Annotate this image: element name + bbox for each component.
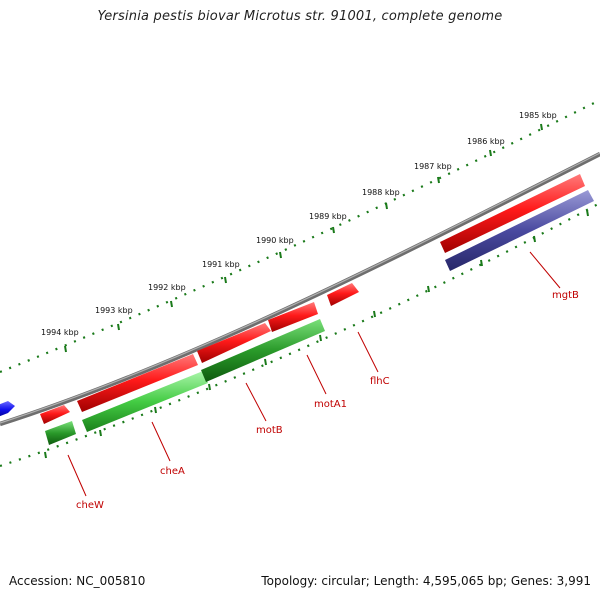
tick-label: 1985 kbp — [519, 111, 557, 120]
gene-label-mgtB: mgtB — [552, 290, 579, 301]
tick-label: 1986 kbp — [467, 137, 505, 146]
gene-mgtB — [445, 190, 594, 271]
gene-label-motA1: motA1 — [314, 399, 347, 410]
gene-labels: cheW cheA motB motA1 flhC mgtB — [76, 290, 579, 511]
gene-label-motB: motB — [256, 425, 283, 436]
accession-text: Accession: NC_005810 — [9, 574, 146, 588]
tick-label: 1994 kbp — [41, 328, 79, 337]
gene-motB-partner — [197, 323, 271, 363]
tick-label: 1992 kbp — [148, 283, 186, 292]
reverse-genes — [45, 190, 594, 445]
inner-major-ticks — [44, 209, 589, 459]
tick-label: 1988 kbp — [362, 188, 400, 197]
gene-motB — [201, 319, 325, 382]
blue-feature — [0, 401, 15, 417]
leader-lines — [67, 251, 561, 497]
gene-label-cheA: cheA — [160, 466, 185, 477]
genome-title: Yersinia pestis biovar Microtus str. 910… — [97, 9, 503, 24]
genome-backbone — [0, 151, 600, 427]
tick-label: 1987 kbp — [414, 162, 452, 171]
genome-summary: Topology: circular; Length: 4,595,065 bp… — [261, 574, 591, 588]
gene-mgtB-partner — [440, 174, 585, 253]
tick-label: 1993 kbp — [95, 306, 133, 315]
gene-cheA-partner — [77, 354, 198, 412]
inner-tick-ring — [0, 202, 600, 468]
tick-label: 1991 kbp — [202, 260, 240, 269]
outer-major-ticks — [64, 123, 543, 353]
tick-label: 1990 kbp — [256, 236, 294, 245]
gene-label-cheW: cheW — [76, 500, 104, 511]
gene-cheW — [45, 421, 76, 445]
gene-motA1-partner — [268, 302, 318, 332]
gene-label-flhC: flhC — [370, 376, 390, 387]
forward-genes — [40, 174, 585, 424]
gene-flhC-partner — [327, 283, 359, 306]
kbp-labels: 1985 kbp 1986 kbp 1987 kbp 1988 kbp 1989… — [41, 111, 557, 337]
gene-cheW-partner — [40, 405, 70, 424]
tick-label: 1989 kbp — [309, 212, 347, 221]
gene-cheA — [82, 371, 208, 432]
